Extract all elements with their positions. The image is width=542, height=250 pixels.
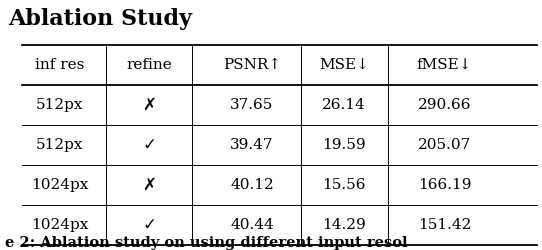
Text: 166.19: 166.19 bbox=[418, 178, 471, 192]
Text: 40.12: 40.12 bbox=[230, 178, 274, 192]
Text: ✗: ✗ bbox=[142, 96, 156, 114]
Text: 37.65: 37.65 bbox=[230, 98, 274, 112]
Text: 39.47: 39.47 bbox=[230, 138, 274, 152]
Text: ✓: ✓ bbox=[142, 136, 156, 154]
Text: e 2: Ablation study on using different input resol: e 2: Ablation study on using different i… bbox=[5, 236, 408, 250]
Text: fMSE↓: fMSE↓ bbox=[417, 58, 472, 72]
Text: 205.07: 205.07 bbox=[418, 138, 471, 152]
Text: 1024px: 1024px bbox=[31, 218, 88, 232]
Text: 512px: 512px bbox=[36, 98, 83, 112]
Text: inf res: inf res bbox=[35, 58, 85, 72]
Text: ✓: ✓ bbox=[142, 216, 156, 234]
Text: 40.44: 40.44 bbox=[230, 218, 274, 232]
Text: 14.29: 14.29 bbox=[322, 218, 366, 232]
Text: Ablation Study: Ablation Study bbox=[8, 8, 192, 30]
Text: 19.59: 19.59 bbox=[322, 138, 366, 152]
Text: refine: refine bbox=[126, 58, 172, 72]
Text: PSNR↑: PSNR↑ bbox=[223, 58, 281, 72]
Text: 290.66: 290.66 bbox=[418, 98, 471, 112]
Text: ✗: ✗ bbox=[142, 176, 156, 194]
Text: 151.42: 151.42 bbox=[418, 218, 471, 232]
Text: MSE↓: MSE↓ bbox=[319, 58, 369, 72]
Text: 1024px: 1024px bbox=[31, 178, 88, 192]
Text: 512px: 512px bbox=[36, 138, 83, 152]
Text: 26.14: 26.14 bbox=[322, 98, 366, 112]
Text: 15.56: 15.56 bbox=[322, 178, 366, 192]
